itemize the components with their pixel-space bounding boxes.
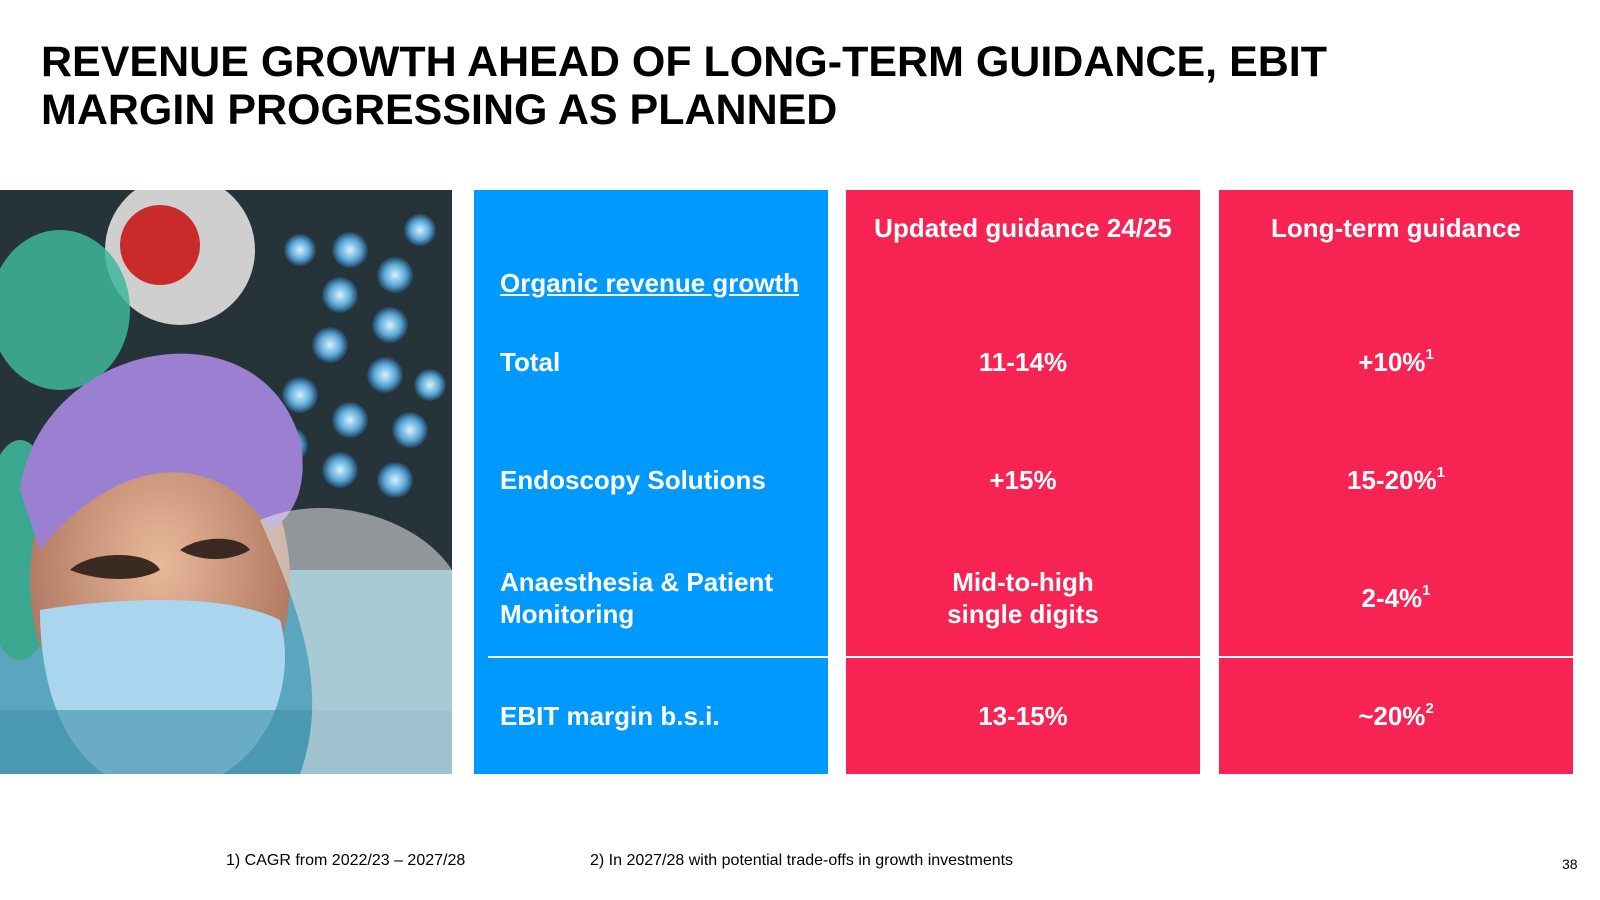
updated-anaesthesia: Mid-to-high single digits	[846, 566, 1200, 630]
footnote-ref: 1	[1422, 582, 1431, 600]
column-header-longterm: Long-term guidance	[1271, 213, 1521, 243]
updated-anaesthesia-line2: single digits	[947, 599, 1099, 629]
footnote-2: 2) In 2027/28 with potential trade-offs …	[590, 852, 1014, 869]
row-label-anaesthesia-line2: Monitoring	[500, 599, 635, 629]
long-term-guidance-column: Long-term guidance +10%1 15-20%1 2-4%1 ~…	[1219, 190, 1573, 774]
row-label-endoscopy: Endoscopy Solutions	[500, 465, 766, 495]
row-divider	[1219, 656, 1573, 658]
updated-endoscopy: +15%	[989, 465, 1057, 495]
title-line-1: REVENUE GROWTH AHEAD OF LONG-TERM GUIDAN…	[41, 38, 1328, 86]
longterm-ebit: ~20%2	[1358, 700, 1434, 731]
footnote-1: 1) CAGR from 2022/23 – 2027/28	[226, 852, 466, 869]
longterm-anaesthesia: 2-4%1	[1361, 582, 1431, 613]
row-label-ebit: EBIT margin b.s.i.	[500, 701, 720, 731]
updated-ebit: 13-15%	[978, 701, 1068, 731]
page-number: 38	[1562, 856, 1578, 872]
row-label-anaesthesia: Anaesthesia & Patient Monitoring	[500, 566, 773, 630]
title-line-2: MARGIN PROGRESSING AS PLANNED	[41, 86, 838, 134]
surgeon-photo	[0, 190, 452, 774]
section-label: Organic revenue growth	[500, 268, 800, 298]
footnote-ref: 1	[1425, 346, 1434, 364]
row-divider	[488, 656, 828, 658]
row-labels-column: Organic revenue growth Total Endoscopy S…	[474, 190, 828, 774]
row-label-anaesthesia-line1: Anaesthesia & Patient	[500, 567, 774, 597]
footnote-ref: 2	[1425, 700, 1434, 718]
longterm-total: +10%1	[1358, 346, 1434, 377]
column-header-updated: Updated guidance 24/25	[874, 213, 1172, 243]
footnote-ref: 1	[1436, 464, 1445, 482]
page-title: REVENUE GROWTH AHEAD OF LONG-TERM GUIDAN…	[41, 38, 1541, 134]
row-label-total: Total	[500, 347, 561, 377]
updated-total: 11-14%	[978, 347, 1068, 377]
longterm-endoscopy: 15-20%1	[1347, 464, 1445, 495]
updated-anaesthesia-line1: Mid-to-high	[952, 567, 1094, 597]
row-divider	[846, 656, 1200, 658]
updated-guidance-column: Updated guidance 24/25 11-14% +15% Mid-t…	[846, 190, 1200, 774]
